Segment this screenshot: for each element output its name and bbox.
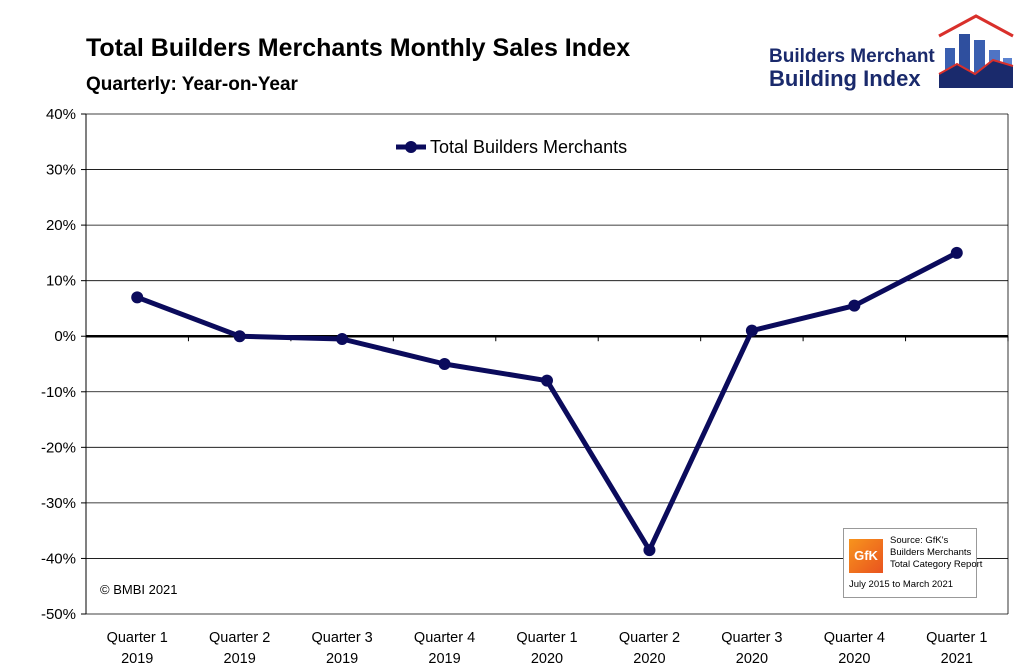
y-tick-label: -40% — [41, 550, 76, 567]
series-line — [136, 250, 958, 553]
gfk-logo: GfK — [849, 539, 883, 573]
x-tick-label: Quarter 4 — [824, 630, 885, 646]
y-tick-label: -30% — [41, 495, 76, 512]
y-tick-label: -20% — [41, 439, 76, 456]
data-point — [950, 246, 963, 259]
data-point — [848, 299, 861, 312]
data-point — [745, 324, 758, 337]
x-tick-label-year: 2019 — [326, 651, 358, 667]
logo-text-line1: Builders Merchant — [769, 46, 935, 67]
x-tick-label-year: 2020 — [633, 651, 665, 667]
x-tick-label: Quarter 4 — [414, 630, 475, 646]
x-tick-label: Quarter 2 — [619, 630, 680, 646]
copyright-text: © BMBI 2021 — [100, 582, 178, 597]
y-tick-label: 10% — [46, 273, 76, 290]
y-tick-label: 40% — [46, 106, 76, 123]
source-box: GfK Source: GfK's Builders Merchants Tot… — [843, 528, 982, 598]
x-tick-label-year: 2019 — [428, 651, 460, 667]
legend-marker — [405, 141, 417, 153]
house-chart-icon — [938, 14, 1014, 88]
y-tick-label: -10% — [41, 384, 76, 401]
y-tick-label: 20% — [46, 217, 76, 234]
y-tick-label: 0% — [54, 328, 76, 345]
source-line: Source: GfK's — [890, 535, 949, 546]
x-tick-label: Quarter 3 — [311, 630, 372, 646]
x-tick-label-year: 2020 — [736, 651, 768, 667]
logo-text-line2: Building Index — [769, 66, 921, 91]
x-tick-label-year: 2019 — [224, 651, 256, 667]
x-tick-label-year: 2019 — [121, 651, 153, 667]
bmbi-logo: Builders Merchant Building Index — [765, 14, 1015, 94]
x-tick-label: Quarter 1 — [107, 630, 168, 646]
data-point — [131, 291, 144, 304]
x-tick-label: Quarter 2 — [209, 630, 270, 646]
data-point — [643, 544, 656, 557]
chart-title: Total Builders Merchants Monthly Sales I… — [86, 34, 631, 62]
x-tick-label-year: 2021 — [941, 651, 973, 667]
data-point — [233, 330, 246, 343]
source-line: Total Category Report — [890, 559, 983, 570]
y-tick-label: -50% — [41, 606, 76, 623]
data-point — [336, 333, 349, 345]
source-line: Builders Merchants — [890, 547, 972, 558]
y-tick-label: 30% — [46, 162, 76, 179]
data-point — [541, 374, 553, 387]
x-tick-label: Quarter 1 — [516, 630, 577, 646]
x-tick-label-year: 2020 — [531, 651, 563, 667]
x-tick-label: Quarter 1 — [926, 630, 987, 646]
x-tick-label-year: 2020 — [838, 651, 870, 667]
x-tick-label: Quarter 3 — [721, 630, 782, 646]
chart-subtitle: Quarterly: Year-on-Year — [86, 74, 298, 95]
legend-label: Total Builders Merchants — [430, 137, 627, 157]
source-line: July 2015 to March 2021 — [849, 579, 954, 590]
data-point — [438, 358, 451, 370]
